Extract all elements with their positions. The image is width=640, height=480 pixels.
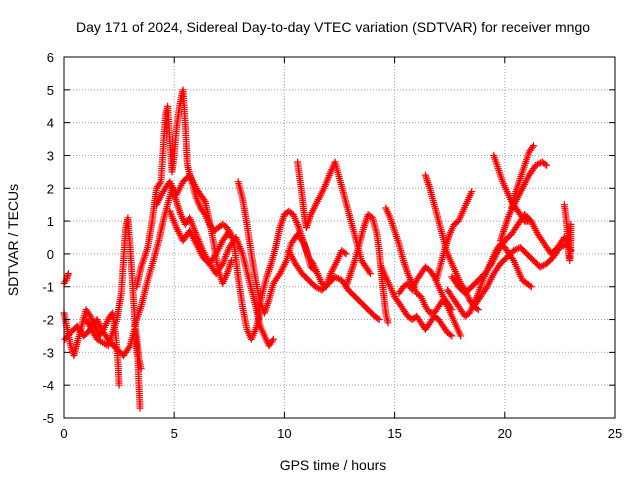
data-point (539, 261, 547, 269)
data-point (228, 256, 236, 264)
data-point (429, 271, 437, 279)
data-point (510, 247, 518, 255)
series-track-h (166, 207, 277, 350)
x-tick-label: 10 (277, 426, 291, 441)
series-track-m (342, 211, 392, 327)
series-track-j (254, 207, 319, 317)
data-point (447, 304, 455, 312)
x-tick-label: 25 (608, 426, 622, 441)
data-point (64, 270, 72, 278)
data-point (115, 381, 123, 389)
data-layer (60, 86, 575, 412)
data-point (268, 337, 276, 345)
data-point (85, 311, 93, 319)
data-point (533, 160, 541, 168)
data-point (125, 343, 133, 351)
series-track-d (82, 214, 145, 373)
data-point (311, 283, 319, 291)
series-track-o (377, 263, 456, 340)
y-tick-label: -3 (42, 345, 54, 360)
data-point (275, 271, 283, 279)
y-tick-label: 4 (47, 116, 54, 131)
data-point (474, 306, 482, 314)
series-track-g (153, 171, 236, 287)
data-point (311, 266, 319, 274)
series-track-x (496, 158, 551, 245)
series-track-y (560, 201, 575, 264)
y-tick-label: -5 (42, 411, 54, 426)
data-point (486, 261, 494, 269)
data-point (448, 332, 456, 340)
data-point (468, 188, 476, 196)
y-tick-label: -2 (42, 313, 54, 328)
data-point (61, 278, 69, 286)
data-point (558, 243, 566, 251)
data-point (556, 243, 564, 251)
data-point (536, 263, 544, 271)
data-point (446, 331, 454, 339)
data-point (333, 274, 341, 282)
data-point (341, 249, 349, 257)
plot-frame (63, 56, 616, 419)
data-point (342, 250, 350, 258)
data-point (374, 314, 382, 322)
data-point (384, 319, 392, 327)
chart-title: Day 171 of 2024, Sidereal Day-to-day VTE… (76, 19, 590, 35)
y-tick-label: 3 (47, 148, 54, 163)
y-tick-label: 6 (47, 50, 54, 65)
y-tick-label: 2 (47, 181, 54, 196)
data-point (529, 142, 537, 150)
data-point (511, 246, 519, 254)
x-axis-label: GPS time / hours (280, 457, 387, 473)
y-tick-label: 1 (47, 214, 54, 229)
data-point (365, 268, 373, 276)
data-point (482, 284, 490, 292)
y-tick-label: -4 (42, 378, 54, 393)
data-point (200, 196, 208, 204)
y-axis-label: SDTVAR / TECUs (5, 184, 21, 296)
series-track-l (285, 247, 383, 324)
series-track-v (490, 151, 533, 225)
series-track-w (507, 142, 537, 212)
data-point (541, 160, 549, 168)
data-point (375, 316, 383, 324)
data-point (567, 220, 575, 228)
x-tick-label: 5 (171, 426, 178, 441)
series-track-n (382, 204, 465, 340)
series-track-k (294, 158, 374, 278)
data-point (538, 262, 546, 270)
tick-layer: 0 5 10 15 20 25 -5 -4 -3 -2 -1 0 1 2 3 4 5 6 (42, 50, 622, 441)
x-tick-label: 15 (387, 426, 401, 441)
data-point (532, 161, 540, 169)
data-point (543, 161, 551, 169)
data-point (525, 217, 533, 225)
x-tick-label: 0 (60, 426, 67, 441)
data-point (310, 265, 318, 273)
data-point (366, 270, 374, 278)
data-point (313, 284, 321, 292)
data-point (136, 404, 144, 412)
y-tick-label: 5 (47, 83, 54, 98)
data-point (448, 306, 456, 314)
data-point (526, 282, 534, 290)
series-track-r (432, 188, 476, 284)
data-point (156, 179, 164, 187)
data-point (331, 273, 339, 281)
data-point (334, 275, 342, 283)
data-point (528, 143, 536, 151)
series-track-a (60, 270, 72, 287)
data-point (509, 255, 517, 263)
data-point (269, 335, 277, 343)
y-tick-label: -1 (42, 280, 54, 295)
data-point (457, 332, 465, 340)
series-track-c (61, 316, 144, 412)
data-point (137, 365, 145, 373)
x-tick-label: 20 (498, 426, 512, 441)
data-point (527, 283, 535, 291)
y-tick-label: 0 (47, 247, 54, 262)
series-track-p (395, 263, 456, 314)
